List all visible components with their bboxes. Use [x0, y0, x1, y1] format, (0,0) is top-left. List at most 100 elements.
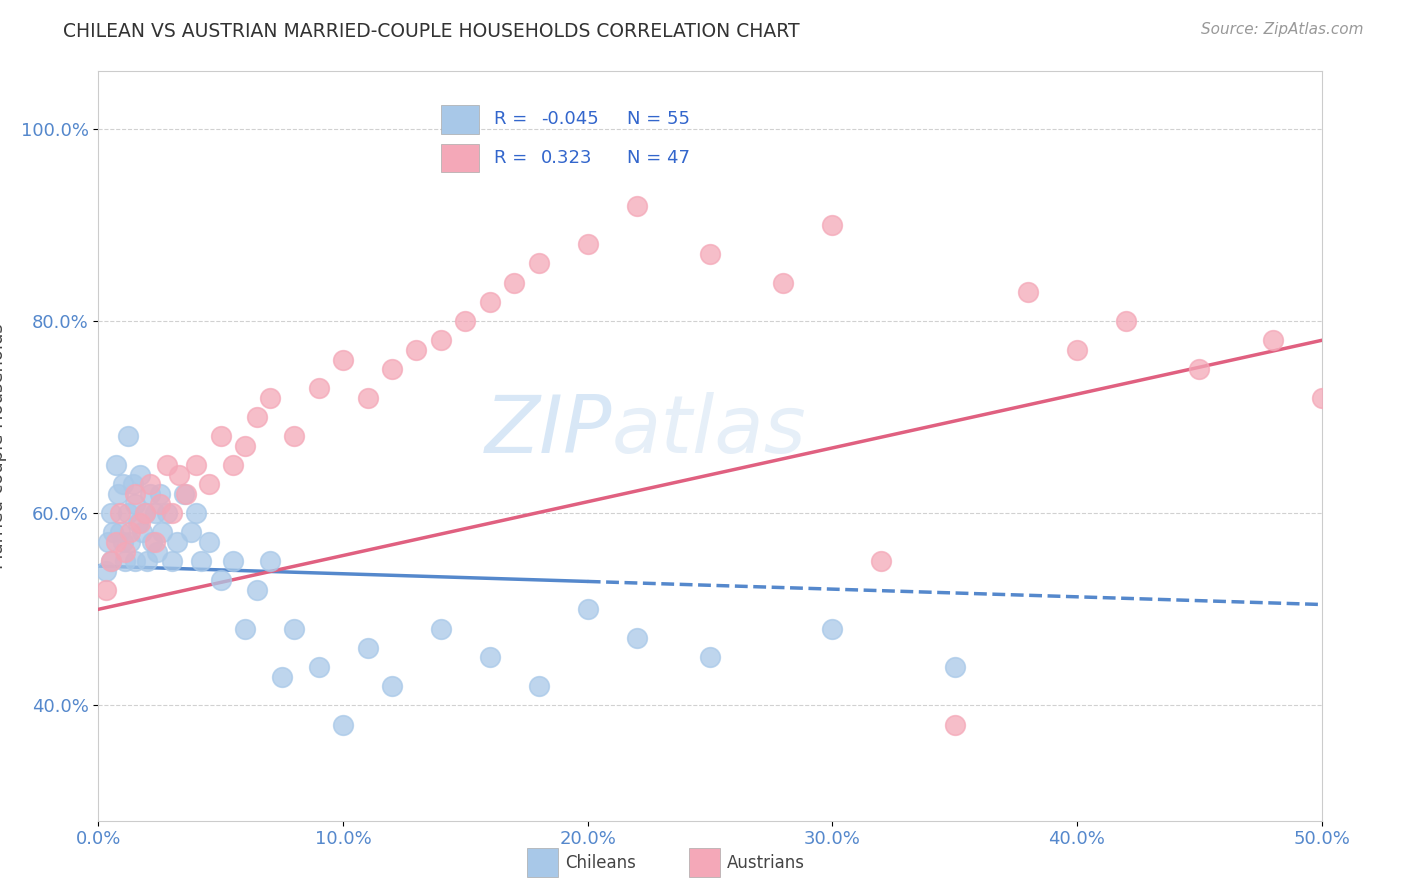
Point: [117, 429, 139, 443]
Point: [94, 583, 117, 598]
Point: [246, 583, 269, 598]
Point: [124, 487, 146, 501]
Point: [283, 622, 305, 636]
Point: [111, 477, 134, 491]
Point: [160, 506, 183, 520]
Point: [943, 717, 966, 731]
Point: [143, 506, 166, 520]
Point: [134, 506, 156, 520]
Point: [1261, 334, 1284, 348]
Point: [430, 334, 453, 348]
Text: Austrians: Austrians: [727, 854, 804, 871]
Point: [626, 631, 648, 645]
Point: [131, 525, 153, 540]
Point: [332, 717, 354, 731]
Point: [150, 525, 173, 540]
Point: [283, 429, 305, 443]
Point: [821, 218, 844, 232]
Point: [104, 535, 127, 549]
Point: [259, 554, 281, 568]
Point: [97, 535, 120, 549]
Point: [107, 487, 129, 501]
Point: [190, 554, 212, 568]
Point: [454, 314, 477, 328]
Point: [1188, 362, 1211, 376]
Point: [1310, 391, 1333, 405]
Text: Source: ZipAtlas.com: Source: ZipAtlas.com: [1201, 22, 1364, 37]
Point: [110, 506, 132, 520]
Point: [117, 506, 139, 520]
Text: 0.323: 0.323: [541, 149, 592, 167]
Point: [772, 276, 794, 290]
Point: [167, 467, 190, 482]
Bar: [440, 144, 479, 172]
Point: [699, 247, 721, 261]
Point: [576, 237, 599, 252]
Text: R =: R =: [494, 110, 533, 128]
Text: N = 47: N = 47: [627, 149, 690, 167]
Point: [127, 516, 149, 530]
Point: [430, 622, 453, 636]
Point: [141, 535, 163, 549]
Point: [1066, 343, 1088, 357]
Point: [332, 352, 354, 367]
Point: [129, 467, 152, 482]
Point: [156, 506, 179, 520]
Text: atlas: atlas: [612, 392, 807, 470]
Text: CHILEAN VS AUSTRIAN MARRIED-COUPLE HOUSEHOLDS CORRELATION CHART: CHILEAN VS AUSTRIAN MARRIED-COUPLE HOUSE…: [63, 22, 800, 41]
Point: [308, 381, 330, 395]
Point: [110, 525, 132, 540]
Point: [478, 294, 501, 309]
Point: [186, 458, 208, 473]
Point: [124, 497, 146, 511]
Point: [270, 669, 294, 683]
Point: [114, 554, 136, 568]
Point: [129, 516, 152, 530]
Point: [124, 554, 146, 568]
Point: [308, 660, 330, 674]
Point: [626, 199, 648, 213]
Text: Chileans: Chileans: [565, 854, 636, 871]
Point: [405, 343, 427, 357]
Point: [527, 679, 550, 693]
Point: [209, 429, 232, 443]
Point: [160, 554, 183, 568]
Text: ZIP: ZIP: [485, 392, 612, 470]
Point: [149, 487, 172, 501]
Point: [143, 535, 166, 549]
Point: [121, 477, 143, 491]
Point: [120, 525, 142, 540]
Point: [114, 544, 136, 558]
Point: [101, 525, 124, 540]
Point: [233, 622, 256, 636]
Point: [356, 640, 378, 655]
Point: [246, 410, 269, 425]
Point: [100, 506, 122, 520]
Point: [381, 362, 404, 376]
Point: [100, 554, 122, 568]
Point: [699, 650, 721, 665]
Point: [259, 391, 281, 405]
Point: [156, 458, 179, 473]
Point: [222, 458, 245, 473]
Point: [146, 544, 169, 558]
Point: [104, 458, 127, 473]
Point: [149, 497, 172, 511]
Point: [870, 554, 893, 568]
Point: [136, 554, 159, 568]
Text: -0.045: -0.045: [541, 110, 599, 128]
Point: [180, 525, 202, 540]
Point: [943, 660, 966, 674]
Point: [233, 439, 256, 453]
Point: [527, 256, 550, 270]
Text: R =: R =: [494, 149, 533, 167]
Point: [173, 487, 195, 501]
Bar: [440, 105, 479, 134]
Point: [478, 650, 501, 665]
Point: [381, 679, 404, 693]
Point: [139, 477, 162, 491]
Point: [1017, 285, 1039, 300]
Point: [111, 535, 134, 549]
Point: [1115, 314, 1137, 328]
Point: [120, 535, 142, 549]
